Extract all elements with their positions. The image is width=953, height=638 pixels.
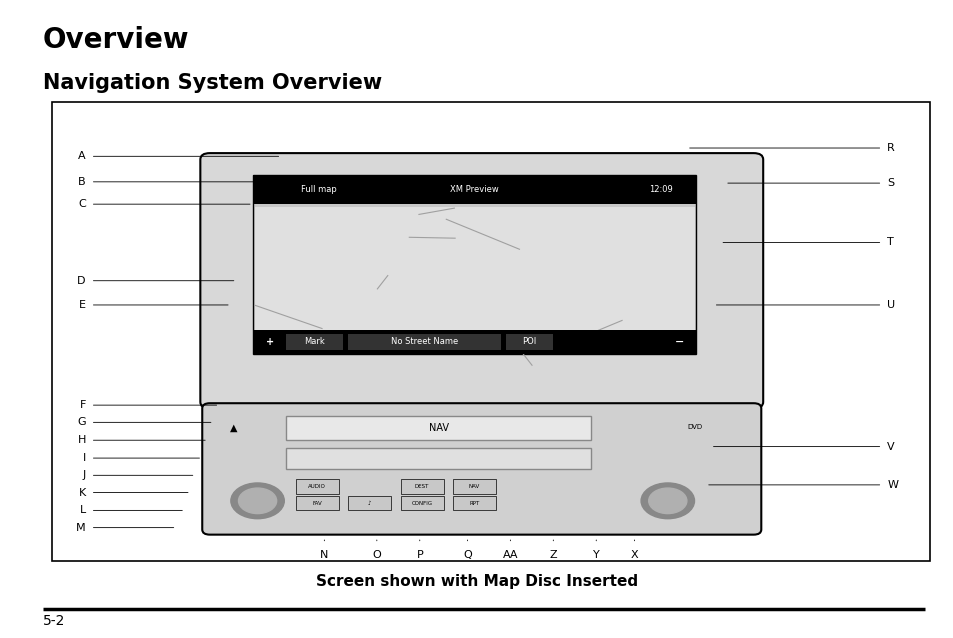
Text: DEST: DEST xyxy=(415,484,429,489)
Text: B: B xyxy=(78,177,86,187)
Bar xyxy=(253,175,696,204)
Text: C: C xyxy=(78,199,86,209)
Text: X: X xyxy=(630,550,638,560)
Text: Screen shown with Map Disc Inserted: Screen shown with Map Disc Inserted xyxy=(315,574,638,590)
Text: −: − xyxy=(674,337,683,347)
Text: 12:09: 12:09 xyxy=(648,185,672,194)
Text: V: V xyxy=(886,441,894,452)
Text: Mark: Mark xyxy=(304,338,325,346)
Text: AA: AA xyxy=(502,550,517,560)
Bar xyxy=(400,478,443,494)
Bar xyxy=(505,334,553,350)
Circle shape xyxy=(231,483,284,519)
Text: Navigation System Overview: Navigation System Overview xyxy=(43,73,381,93)
Bar xyxy=(348,496,391,510)
Text: ♪: ♪ xyxy=(368,501,371,506)
Text: 5-2: 5-2 xyxy=(43,614,65,628)
Text: AUDIO: AUDIO xyxy=(308,484,326,489)
Circle shape xyxy=(640,483,694,519)
Circle shape xyxy=(648,488,686,514)
Text: K: K xyxy=(78,487,86,498)
Text: DVD: DVD xyxy=(686,424,701,431)
Bar xyxy=(453,496,496,510)
Text: D: D xyxy=(77,276,86,286)
Circle shape xyxy=(667,334,690,350)
Text: Overview: Overview xyxy=(43,26,190,54)
Text: S: S xyxy=(886,178,893,188)
Text: P: P xyxy=(416,550,423,560)
Bar xyxy=(400,496,443,510)
Text: I: I xyxy=(83,453,86,463)
Text: U: U xyxy=(886,300,895,310)
Circle shape xyxy=(258,334,281,350)
Bar xyxy=(286,416,591,440)
Text: Y: Y xyxy=(592,550,599,560)
Text: Full map: Full map xyxy=(300,185,335,194)
Text: RPT: RPT xyxy=(469,501,479,506)
Text: No Street Name: No Street Name xyxy=(391,338,457,346)
Text: L: L xyxy=(79,505,86,516)
Text: +: + xyxy=(266,337,274,347)
Text: NAV: NAV xyxy=(429,423,448,433)
Text: R: R xyxy=(886,143,894,153)
Text: FAV: FAV xyxy=(312,501,322,506)
Text: ▲: ▲ xyxy=(230,423,237,433)
FancyBboxPatch shape xyxy=(200,153,762,408)
Bar xyxy=(286,334,343,350)
Text: O: O xyxy=(372,550,381,560)
Bar xyxy=(348,334,500,350)
Text: W: W xyxy=(886,480,898,490)
Bar xyxy=(254,207,694,351)
Bar xyxy=(295,496,338,510)
Text: T: T xyxy=(886,237,893,248)
Text: J: J xyxy=(83,470,86,480)
Text: Z: Z xyxy=(549,550,557,560)
Text: F: F xyxy=(79,400,86,410)
Bar xyxy=(286,448,591,469)
Text: POI: POI xyxy=(522,338,536,346)
Text: NAV: NAV xyxy=(469,484,479,489)
Bar xyxy=(52,102,929,561)
FancyBboxPatch shape xyxy=(202,403,760,535)
Text: XM Preview: XM Preview xyxy=(450,185,498,194)
Bar xyxy=(453,478,496,494)
Text: E: E xyxy=(79,300,86,310)
Bar xyxy=(295,478,338,494)
Text: G: G xyxy=(77,417,86,427)
Text: A: A xyxy=(78,151,86,161)
Circle shape xyxy=(238,488,276,514)
Text: N: N xyxy=(320,550,328,560)
Text: M: M xyxy=(76,523,86,533)
Text: H: H xyxy=(77,435,86,445)
Text: Q: Q xyxy=(462,550,472,560)
Text: CONFIG: CONFIG xyxy=(411,501,433,506)
Bar xyxy=(253,330,696,354)
Bar xyxy=(253,175,696,354)
